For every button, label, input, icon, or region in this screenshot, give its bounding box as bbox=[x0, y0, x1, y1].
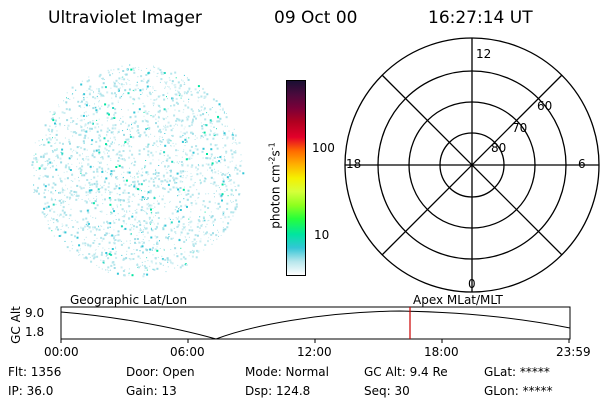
colorbar-tick-100: 100 bbox=[312, 141, 335, 155]
status-dsp: Dsp: 124.8 bbox=[245, 384, 311, 398]
timeline-frame bbox=[60, 306, 571, 340]
timeline-xtick-1800: 18:00 bbox=[424, 345, 459, 359]
altitude-curve bbox=[60, 310, 571, 340]
polar-label-0: 0 bbox=[468, 277, 476, 291]
timeline-right-title: Apex MLat/MLT bbox=[413, 293, 503, 307]
time-label: 16:27:14 UT bbox=[428, 8, 533, 28]
polar-label-12: 12 bbox=[476, 47, 492, 61]
timeline-xtick-2359: 23:59 bbox=[556, 345, 591, 359]
color-scale-bar bbox=[286, 80, 306, 276]
timeline-xtick-0000: 00:00 bbox=[44, 345, 79, 359]
polar-label-6: 6 bbox=[578, 157, 586, 171]
instrument-title: Ultraviolet Imager bbox=[48, 8, 202, 28]
status-gain: Gain: 13 bbox=[126, 384, 177, 398]
polar-diagonal-2 bbox=[381, 74, 563, 256]
status-ip: IP: 36.0 bbox=[8, 384, 54, 398]
status-glat: GLat: ***** bbox=[484, 365, 550, 379]
status-mode: Mode: Normal bbox=[245, 365, 329, 379]
status-gc-alt: GC Alt: 9.4 Re bbox=[364, 365, 448, 379]
status-glon: GLon: ***** bbox=[484, 384, 553, 398]
polar-label-lat-80: 80 bbox=[491, 141, 507, 155]
polar-label-lat-60: 60 bbox=[537, 99, 553, 113]
timeline-ytick-9: 9.0 bbox=[25, 306, 45, 320]
status-flt: Flt: 1356 bbox=[8, 365, 62, 379]
colorbar-tick-10: 10 bbox=[314, 228, 330, 242]
polar-label-lat-70: 70 bbox=[512, 121, 528, 135]
status-seq: Seq: 30 bbox=[364, 384, 410, 398]
timeline-xtick-1200: 12:00 bbox=[297, 345, 332, 359]
date-label: 09 Oct 00 bbox=[274, 8, 358, 28]
status-door: Door: Open bbox=[126, 365, 195, 379]
timeline-ytick-1-8: 1.8 bbox=[25, 325, 45, 339]
timeline-left-title: Geographic Lat/Lon bbox=[70, 293, 188, 307]
polar-label-18: 18 bbox=[346, 157, 362, 171]
timeline-xtick-0600: 06:00 bbox=[170, 345, 205, 359]
